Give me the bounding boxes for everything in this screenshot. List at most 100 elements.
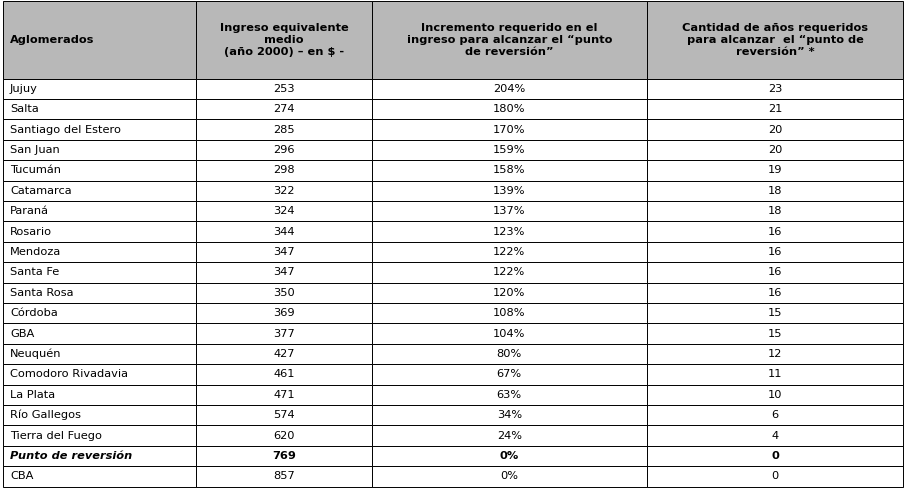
Text: 0: 0 bbox=[771, 471, 778, 481]
Text: 137%: 137% bbox=[493, 206, 525, 216]
Bar bbox=[647, 222, 903, 242]
Bar bbox=[197, 283, 372, 303]
Bar bbox=[372, 385, 647, 405]
Text: 620: 620 bbox=[274, 430, 294, 441]
Bar bbox=[647, 1, 903, 79]
Bar bbox=[197, 466, 372, 487]
Bar bbox=[3, 405, 197, 426]
Text: 120%: 120% bbox=[493, 288, 525, 298]
Text: 122%: 122% bbox=[493, 247, 525, 257]
Text: 377: 377 bbox=[274, 328, 295, 339]
Text: Tucumán: Tucumán bbox=[10, 165, 61, 175]
Text: 108%: 108% bbox=[493, 308, 525, 318]
Text: 24%: 24% bbox=[496, 430, 522, 441]
Bar bbox=[372, 140, 647, 160]
Text: Mendoza: Mendoza bbox=[10, 247, 62, 257]
Bar bbox=[647, 283, 903, 303]
Text: La Plata: La Plata bbox=[10, 390, 55, 400]
Bar bbox=[3, 242, 197, 262]
Bar bbox=[197, 120, 372, 140]
Text: 80%: 80% bbox=[496, 349, 522, 359]
Text: 857: 857 bbox=[274, 471, 295, 481]
Text: 122%: 122% bbox=[493, 267, 525, 277]
Text: 139%: 139% bbox=[493, 186, 525, 196]
Text: Santiago del Estero: Santiago del Estero bbox=[10, 124, 121, 135]
Bar bbox=[197, 344, 372, 364]
Bar bbox=[647, 140, 903, 160]
Text: 63%: 63% bbox=[496, 390, 522, 400]
Text: Jujuy: Jujuy bbox=[10, 84, 38, 94]
Text: 180%: 180% bbox=[493, 104, 525, 114]
Bar bbox=[197, 405, 372, 426]
Text: 347: 347 bbox=[274, 247, 295, 257]
Text: 298: 298 bbox=[274, 165, 295, 175]
Bar bbox=[647, 262, 903, 283]
Text: Catamarca: Catamarca bbox=[10, 186, 72, 196]
Bar bbox=[197, 201, 372, 222]
Text: 0%: 0% bbox=[500, 451, 519, 461]
Bar bbox=[197, 181, 372, 201]
Text: Santa Rosa: Santa Rosa bbox=[10, 288, 73, 298]
Bar bbox=[372, 79, 647, 99]
Text: 350: 350 bbox=[274, 288, 295, 298]
Text: 18: 18 bbox=[767, 206, 782, 216]
Bar bbox=[3, 262, 197, 283]
Bar bbox=[3, 344, 197, 364]
Text: Punto de reversión: Punto de reversión bbox=[10, 451, 132, 461]
Text: 16: 16 bbox=[767, 247, 782, 257]
Bar bbox=[197, 426, 372, 446]
Bar bbox=[647, 344, 903, 364]
Bar bbox=[647, 426, 903, 446]
Bar bbox=[372, 324, 647, 344]
Bar bbox=[647, 242, 903, 262]
Text: Incremento requerido en el
ingreso para alcanzar el “punto
de reversión”: Incremento requerido en el ingreso para … bbox=[407, 23, 612, 57]
Text: 15: 15 bbox=[767, 328, 782, 339]
Text: 104%: 104% bbox=[493, 328, 525, 339]
Text: 322: 322 bbox=[274, 186, 294, 196]
Bar bbox=[372, 283, 647, 303]
Text: 274: 274 bbox=[274, 104, 294, 114]
Text: Neuquén: Neuquén bbox=[10, 349, 62, 359]
Text: 471: 471 bbox=[274, 390, 295, 400]
Bar bbox=[372, 446, 647, 466]
Text: Tierra del Fuego: Tierra del Fuego bbox=[10, 430, 102, 441]
Bar bbox=[3, 120, 197, 140]
Text: San Juan: San Juan bbox=[10, 145, 60, 155]
Bar bbox=[647, 120, 903, 140]
Bar bbox=[197, 222, 372, 242]
Bar bbox=[372, 242, 647, 262]
Bar bbox=[3, 181, 197, 201]
Text: 170%: 170% bbox=[493, 124, 525, 135]
Bar bbox=[3, 324, 197, 344]
Bar bbox=[3, 364, 197, 385]
Text: Córdoba: Córdoba bbox=[10, 308, 58, 318]
Text: 18: 18 bbox=[767, 186, 782, 196]
Bar bbox=[647, 385, 903, 405]
Bar bbox=[372, 181, 647, 201]
Text: 324: 324 bbox=[274, 206, 294, 216]
Text: 16: 16 bbox=[767, 288, 782, 298]
Bar bbox=[197, 242, 372, 262]
Bar bbox=[197, 324, 372, 344]
Text: 11: 11 bbox=[767, 369, 782, 379]
Bar bbox=[372, 1, 647, 79]
Bar bbox=[647, 405, 903, 426]
Text: 574: 574 bbox=[274, 410, 295, 420]
Text: 296: 296 bbox=[274, 145, 294, 155]
Bar bbox=[197, 446, 372, 466]
Bar bbox=[647, 181, 903, 201]
Text: Comodoro Rivadavia: Comodoro Rivadavia bbox=[10, 369, 128, 379]
Text: 34%: 34% bbox=[496, 410, 522, 420]
Bar bbox=[3, 222, 197, 242]
Text: CBA: CBA bbox=[10, 471, 34, 481]
Bar bbox=[197, 140, 372, 160]
Bar bbox=[3, 283, 197, 303]
Text: Paraná: Paraná bbox=[10, 206, 49, 216]
Text: 0: 0 bbox=[771, 451, 779, 461]
Bar bbox=[647, 201, 903, 222]
Text: 67%: 67% bbox=[496, 369, 522, 379]
Bar bbox=[3, 160, 197, 181]
Text: Santa Fe: Santa Fe bbox=[10, 267, 59, 277]
Text: 204%: 204% bbox=[493, 84, 525, 94]
Bar bbox=[372, 222, 647, 242]
